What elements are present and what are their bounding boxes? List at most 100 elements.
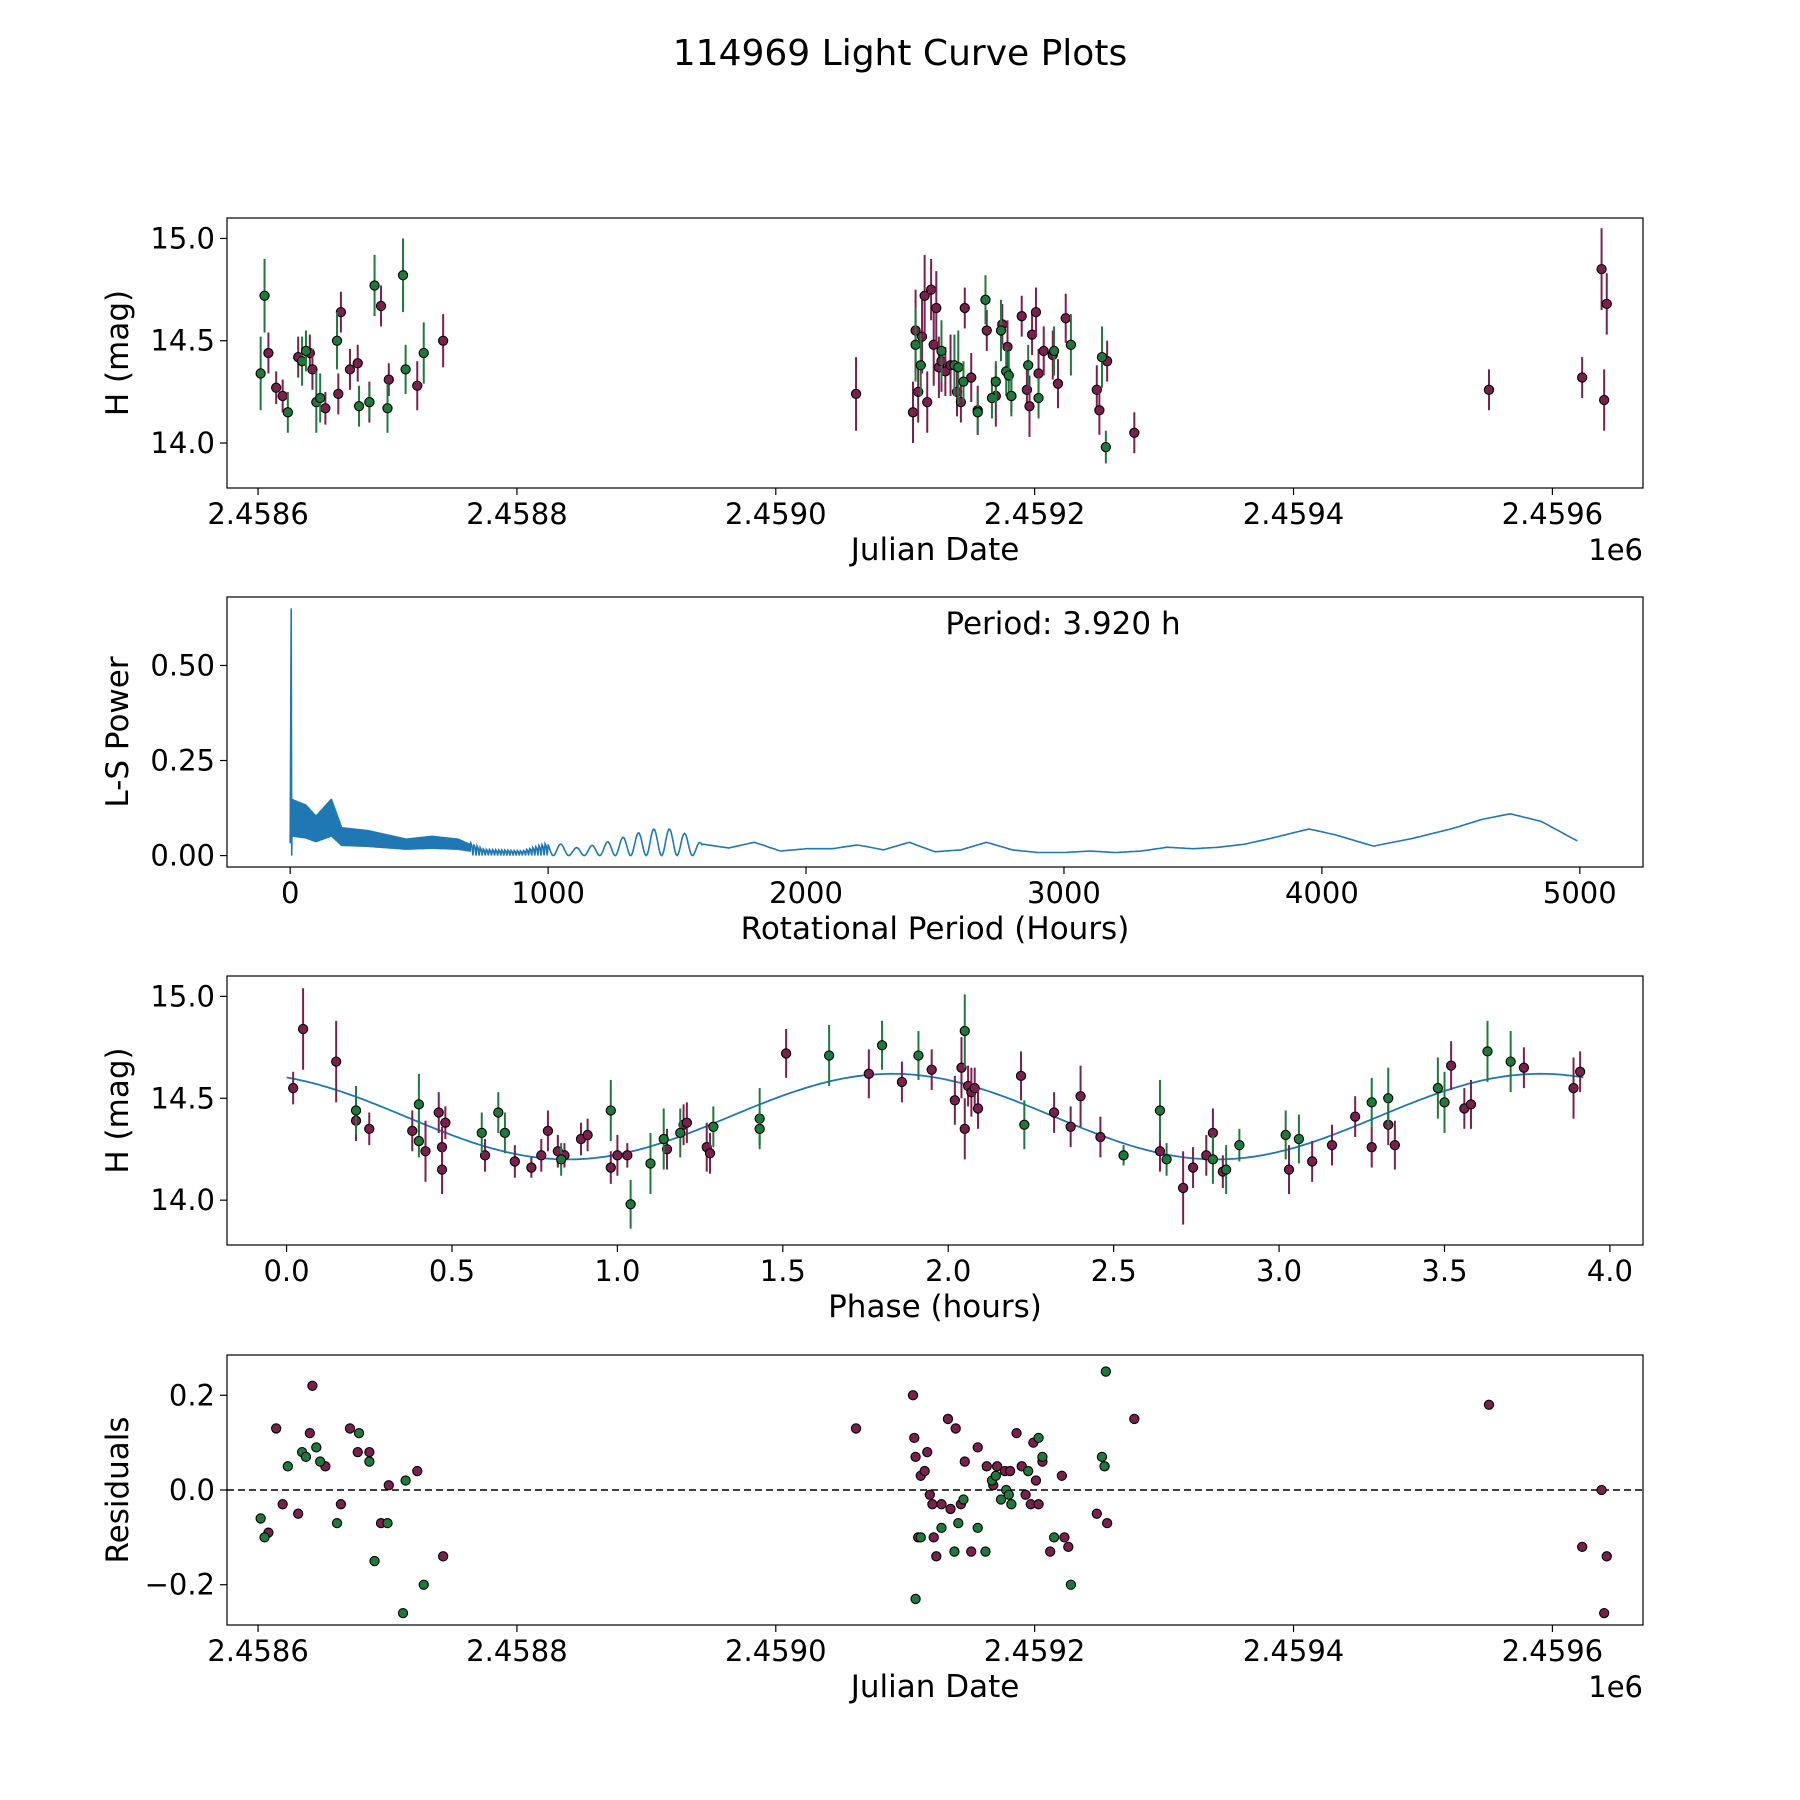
data-point-g (990, 376, 1001, 387)
data-point-r (479, 1150, 491, 1161)
data-point-r (950, 1423, 961, 1434)
data-point-g (1383, 1093, 1394, 1104)
data-point-r (1389, 1139, 1401, 1151)
data-point-g (1048, 1532, 1060, 1543)
data-point-r (622, 1150, 633, 1161)
data-point-r (344, 364, 356, 375)
data-point-g (1234, 1139, 1245, 1151)
data-point-r (907, 407, 919, 418)
data-point-r (972, 1442, 983, 1453)
data-point-g (910, 339, 921, 350)
data-point-g (915, 1532, 926, 1543)
data-point-r (1094, 405, 1105, 416)
data-point-g (499, 1127, 511, 1139)
data-point-g (645, 1158, 656, 1169)
data-point-r (919, 290, 930, 301)
data-point-r (304, 1428, 315, 1439)
data-point-g (1118, 1150, 1129, 1161)
data-point-r (335, 1499, 347, 1510)
data-point-r (344, 1423, 356, 1434)
data-point-r (263, 347, 274, 359)
data-point-r (1577, 372, 1588, 383)
data-point-g (331, 1518, 343, 1529)
data-point-r (352, 358, 363, 369)
data-point-r (440, 1117, 451, 1128)
x-tick-label: 1.0 (594, 1254, 640, 1288)
y-axis-label: H (mag) (100, 1047, 136, 1173)
data-point-g (876, 1040, 888, 1051)
data-point-r (924, 1489, 935, 1500)
data-point-r (407, 1125, 418, 1137)
data-point-g (754, 1123, 765, 1134)
panel-phase: 0.0 0.5 1.0 1.5 2.0 2.5 3.0 3.5 4.0 14.0 14.5 15.0 P… (100, 975, 1644, 1325)
data-point-g (255, 368, 266, 379)
data-point-r (1056, 1470, 1067, 1481)
data-point-r (605, 1162, 616, 1173)
data-point-r (1187, 1162, 1199, 1173)
data-point-g (353, 401, 365, 412)
data-point-r (850, 388, 862, 400)
data-point-g (418, 1579, 429, 1590)
data-point-r (1075, 1091, 1086, 1102)
data-point-r (949, 1095, 961, 1106)
data-point-g (823, 1050, 835, 1061)
data-point-g (708, 1121, 719, 1132)
x-tick-label: 2.4592 (984, 1634, 1085, 1668)
data-point-g (413, 1135, 425, 1147)
x-tick-label: 2.4592 (984, 497, 1085, 531)
data-point-r (1004, 1465, 1016, 1477)
x-tick-label: 3.0 (1256, 1254, 1302, 1288)
data-point-r (909, 1432, 920, 1444)
data-point-r (412, 1465, 423, 1477)
data-point-g (382, 403, 393, 414)
data-point-r (436, 1164, 448, 1175)
y-tick-label: 14.5 (150, 324, 215, 358)
data-point-g (331, 335, 343, 346)
data-point-r (969, 1082, 980, 1094)
data-point-r (333, 388, 344, 400)
x-tick-label: 3000 (1027, 876, 1101, 910)
data-point-r (910, 1451, 921, 1462)
data-point-r (926, 1064, 937, 1075)
data-point-g (1366, 1097, 1377, 1108)
data-point-r (375, 300, 387, 312)
data-point-r (1020, 1489, 1031, 1500)
data-point-r (1366, 1142, 1377, 1153)
data-point-r (919, 1465, 930, 1477)
data-point-r (277, 390, 288, 402)
data-point-r (1033, 368, 1044, 379)
data-point-r (1283, 1164, 1295, 1175)
axes-frame (226, 596, 1644, 868)
data-point-g (300, 1451, 312, 1462)
data-point-r (863, 1068, 874, 1079)
data-point-g (1037, 1451, 1048, 1462)
data-point-r (981, 1461, 992, 1472)
data-point-r (1445, 1060, 1457, 1071)
data-point-g (1099, 1461, 1110, 1472)
x-tick-label: 2.4586 (207, 497, 308, 531)
data-point-g (953, 362, 964, 373)
x-tick-label: 2.4596 (1502, 497, 1603, 531)
data-point-r (1048, 1107, 1060, 1118)
y-tick-label: 0.0 (169, 1473, 215, 1507)
data-point-r (1307, 1156, 1318, 1167)
x-axis-label: Phase (hours) (828, 1289, 1042, 1325)
data-point-g (1006, 1499, 1017, 1510)
y-tick-label: 15.0 (150, 221, 215, 255)
data-point-r (271, 382, 282, 393)
data-point-r (1101, 1518, 1113, 1529)
data-point-r (928, 1532, 939, 1543)
data-point-g (397, 1608, 409, 1619)
data-point-g (255, 1513, 266, 1524)
data-point-r (896, 1076, 908, 1088)
data-point-r (277, 1499, 288, 1510)
axes-frame (226, 217, 1644, 489)
data-point-g (1096, 1451, 1108, 1462)
x-tick-label: 1000 (511, 876, 585, 910)
data-point-r (1154, 1146, 1166, 1157)
data-point-g (1220, 1164, 1232, 1175)
x-tick-label: 2.4586 (207, 1634, 308, 1668)
data-point-g (958, 1494, 969, 1505)
x-tick-label: 1.5 (760, 1254, 806, 1288)
data-point-g (476, 1127, 487, 1139)
